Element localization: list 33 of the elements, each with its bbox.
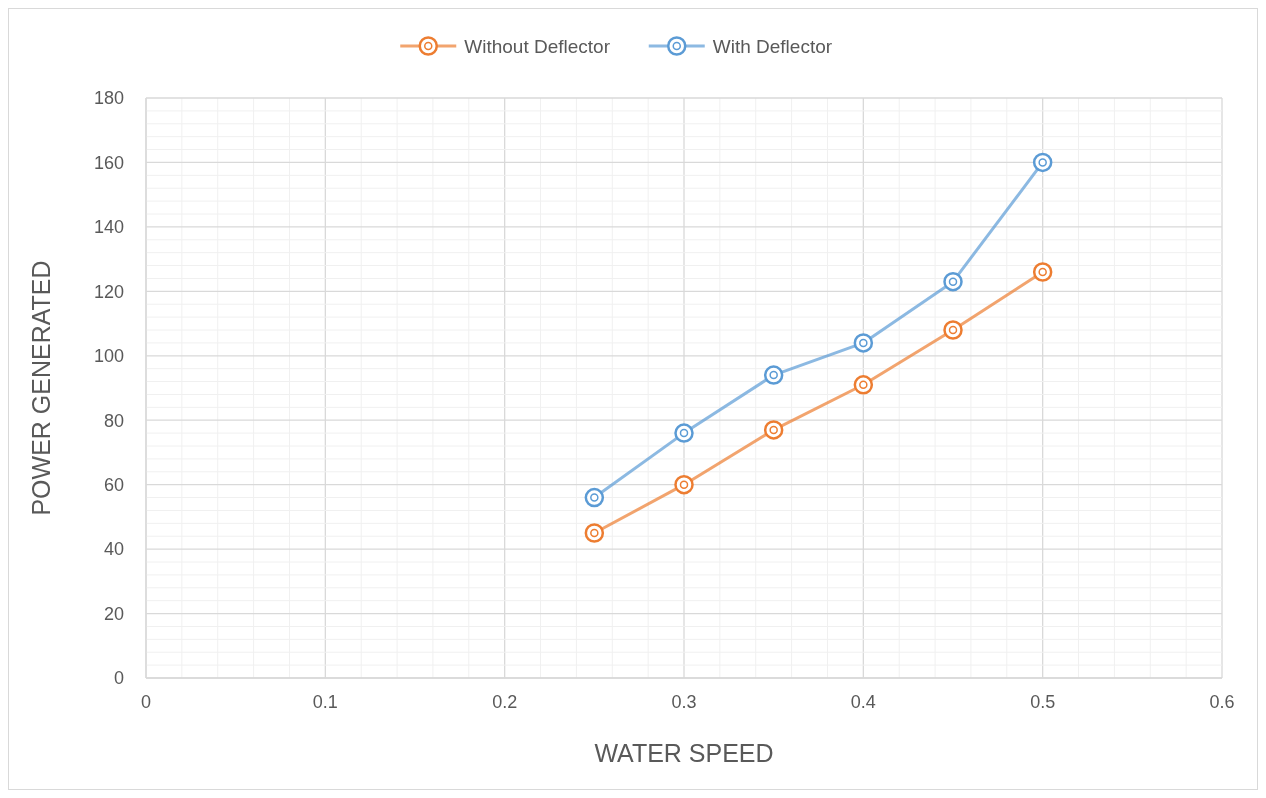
x-tick-label: 0.1 <box>312 692 338 712</box>
y-tick-label: 20 <box>103 603 124 624</box>
y-axis-title: POWER GENERATED <box>27 260 55 516</box>
point <box>584 523 605 543</box>
point <box>763 420 784 440</box>
y-tick-label: 160 <box>93 152 124 173</box>
x-tick-label: 0 <box>140 692 152 712</box>
x-tick-label: 0.3 <box>671 692 697 712</box>
y-tick-label: 180 <box>93 88 124 109</box>
point <box>674 423 694 443</box>
x-axis-title: WATER SPEED <box>594 739 774 767</box>
y-tick-label: 120 <box>93 281 124 302</box>
point <box>853 375 874 395</box>
point <box>853 333 874 353</box>
y-tick-label: 80 <box>103 410 124 431</box>
point <box>1032 152 1053 173</box>
point <box>763 365 784 385</box>
x-tick-label: 0.2 <box>492 692 518 712</box>
x-tick-label: 0.6 <box>1209 692 1235 712</box>
point <box>943 271 963 292</box>
x-tick-label: 0.4 <box>850 692 876 712</box>
legend-label: Without Deflector <box>464 35 611 57</box>
y-tick-label: 100 <box>93 346 124 367</box>
y-tick-label: 140 <box>93 217 124 238</box>
legend-label: With Deflector <box>712 35 833 57</box>
y-tick-label: 40 <box>103 539 124 560</box>
point <box>584 487 605 508</box>
x-tick-label: 0.5 <box>1030 692 1056 712</box>
point <box>1032 262 1053 282</box>
y-tick-label: 60 <box>103 474 124 495</box>
point <box>674 474 694 495</box>
point <box>943 320 963 340</box>
y-tick-label: 0 <box>113 668 124 689</box>
